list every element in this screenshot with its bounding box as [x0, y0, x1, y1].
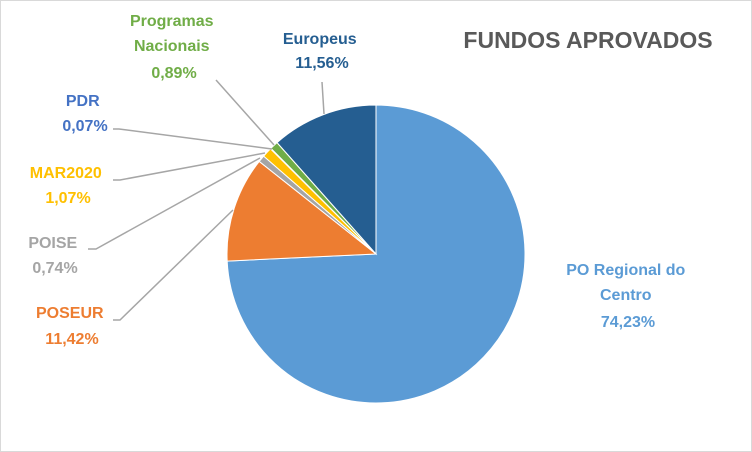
label-poise: POISE 0,74%: [28, 235, 81, 277]
label-po-regional-centro: PO Regional do Centro 74,23%: [566, 262, 690, 331]
label-europeus: Europeus 11,56%: [283, 31, 361, 72]
pie-slices: [226, 104, 526, 404]
label-mar2020: MAR2020 1,07%: [30, 165, 106, 207]
label-mar2020-name: MAR2020: [30, 165, 102, 182]
label-programas-nacionais-value: 0,89%: [151, 65, 196, 82]
pie-slice-europeus: [276, 104, 377, 256]
leader-lines: [88, 79, 325, 321]
leader-line-mar2020: [113, 152, 266, 181]
label-po-regional-centro-name-2: Centro: [600, 287, 652, 304]
label-europeus-name: Europeus: [283, 31, 357, 48]
label-poise-name: POISE: [28, 235, 77, 252]
label-poseur: POSEUR 11,42%: [36, 305, 108, 348]
chart-title: FUNDOS APROVADOS: [463, 27, 712, 53]
label-po-regional-centro-value: 74,23%: [601, 314, 655, 331]
label-po-regional-centro-name-1: PO Regional do: [566, 262, 685, 279]
leader-line-pdr: [113, 128, 273, 150]
label-mar2020-value: 1,07%: [45, 190, 90, 207]
leader-line-programas-nacionais: [215, 79, 275, 146]
leader-line-poseur: [113, 209, 234, 321]
label-pdr-value: 0,07%: [62, 118, 107, 135]
label-europeus-value: 11,56%: [295, 55, 348, 72]
label-pdr: PDR 0,07%: [62, 93, 107, 135]
label-poise-value: 0,74%: [32, 260, 77, 277]
label-pdr-name: PDR: [66, 93, 100, 110]
label-programas-nacionais: Programas Nacionais 0,89%: [130, 13, 218, 82]
label-programas-nacionais-name-2: Nacionais: [134, 38, 210, 55]
label-programas-nacionais-name-1: Programas: [130, 13, 214, 30]
label-poseur-name: POSEUR: [36, 305, 104, 322]
leader-line-poise: [88, 157, 261, 250]
label-poseur-value: 11,42%: [45, 331, 98, 348]
leader-line-europeus: [321, 81, 325, 115]
pie-slice-poseur: [226, 160, 378, 262]
